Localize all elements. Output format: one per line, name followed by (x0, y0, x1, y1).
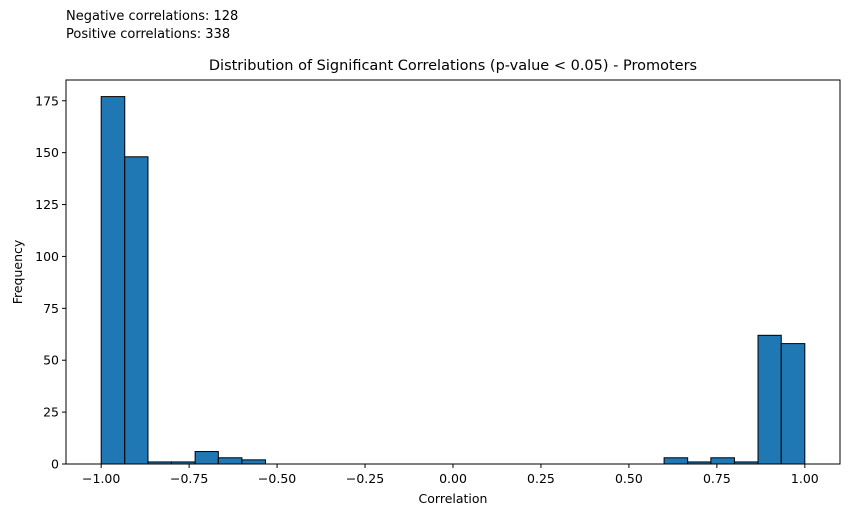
histogram-bar (780, 343, 806, 465)
x-tick-label: 1.00 (791, 471, 819, 486)
y-axis-ticks: 0 25 50 75 100 125 150 175 (35, 93, 66, 472)
x-tick-label: 0.00 (439, 471, 467, 486)
x-tick-label: 0.50 (615, 471, 643, 486)
y-tick-label: 175 (35, 93, 59, 108)
plot-frame (65, 79, 841, 465)
negative-correlations-annotation: Negative correlations: 128 (66, 9, 239, 24)
x-tick-label: 0.25 (527, 471, 555, 486)
bars-group (100, 96, 806, 465)
y-tick-label: 25 (43, 405, 59, 420)
y-tick-label: 0 (51, 457, 59, 472)
histogram-bar (241, 459, 266, 465)
histogram-bar (194, 451, 219, 465)
histogram-bar (757, 334, 782, 465)
y-tick-label: 150 (35, 145, 59, 160)
chart-title: Distribution of Significant Correlations… (209, 58, 697, 74)
y-tick-label: 100 (35, 249, 59, 264)
y-tick-label: 75 (43, 301, 59, 316)
y-axis-label: Frequency (10, 239, 25, 304)
x-axis-label: Correlation (419, 491, 488, 506)
histogram-bar (100, 96, 126, 465)
y-tick-label: 125 (35, 197, 59, 212)
histogram-bar (710, 457, 735, 465)
x-tick-label: −0.25 (346, 471, 384, 486)
positive-correlations-annotation: Positive correlations: 338 (66, 27, 231, 42)
y-tick-label: 50 (43, 353, 59, 368)
histogram-bar (217, 457, 243, 465)
x-tick-label: −1.00 (82, 471, 120, 486)
histogram-bar (124, 156, 149, 465)
x-tick-label: 0.75 (703, 471, 731, 486)
x-tick-label: −0.75 (170, 471, 208, 486)
histogram-bar (663, 457, 689, 465)
x-tick-label: −0.50 (258, 471, 296, 486)
x-axis-ticks: −1.00 −0.75 −0.50 −0.25 0.00 0.25 0.50 0.75 1.00 (82, 464, 819, 486)
